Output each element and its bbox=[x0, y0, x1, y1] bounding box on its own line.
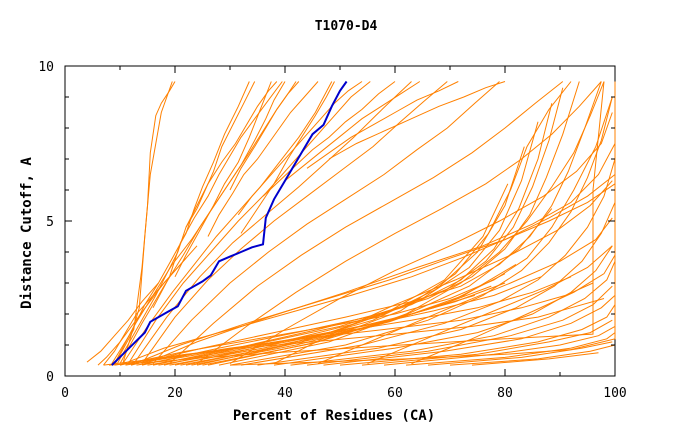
series-line-43 bbox=[229, 81, 616, 366]
series-line-30 bbox=[240, 158, 616, 366]
series-line-66 bbox=[284, 81, 421, 182]
series-line-32 bbox=[273, 245, 613, 366]
series-line-34 bbox=[306, 285, 613, 366]
series-line-40 bbox=[427, 341, 613, 366]
series-line-23 bbox=[163, 103, 553, 366]
series-line-64 bbox=[237, 81, 363, 216]
x-tick-label: 0 bbox=[61, 386, 69, 401]
highlight-series-line bbox=[111, 80, 348, 366]
series-line-2 bbox=[114, 81, 176, 366]
y-tick-label: 10 bbox=[38, 60, 54, 75]
series-line-4 bbox=[111, 81, 250, 364]
other-series-group bbox=[86, 81, 616, 366]
series-line-63 bbox=[207, 81, 319, 237]
series-line-58 bbox=[103, 257, 187, 366]
series-line-37 bbox=[361, 319, 613, 366]
series-line-39 bbox=[405, 332, 616, 366]
series-line-35 bbox=[323, 295, 616, 366]
series-line-59 bbox=[97, 245, 198, 366]
series-line-20 bbox=[130, 81, 602, 366]
series-line-11 bbox=[152, 81, 500, 364]
series-line-13 bbox=[196, 81, 602, 364]
series-line-45 bbox=[103, 298, 605, 366]
series-line-56 bbox=[130, 174, 616, 366]
x-tick-label: 40 bbox=[277, 386, 293, 401]
series-line-57 bbox=[141, 143, 616, 366]
y-tick-label: 5 bbox=[46, 215, 54, 230]
series-line-19 bbox=[119, 96, 613, 366]
series-line-3 bbox=[116, 81, 256, 364]
series-line-62 bbox=[174, 81, 272, 278]
series-line-17 bbox=[367, 245, 613, 365]
series-line-68 bbox=[328, 81, 506, 160]
series-line-18 bbox=[411, 254, 616, 365]
x-tick-label: 80 bbox=[497, 386, 513, 401]
series-line-29 bbox=[229, 96, 613, 366]
x-tick-label: 20 bbox=[167, 386, 183, 401]
chart-title: T1070-D4 bbox=[315, 19, 378, 34]
series-line-7 bbox=[122, 81, 333, 364]
y-tick-label: 0 bbox=[46, 370, 54, 385]
series-line-42 bbox=[471, 352, 599, 366]
series-line-41 bbox=[449, 344, 616, 366]
x-axis: 0 20 40 60 80 100 bbox=[61, 66, 627, 401]
series-line-53 bbox=[191, 263, 517, 366]
series-line-12 bbox=[169, 81, 564, 364]
series-line-55 bbox=[119, 183, 616, 366]
series-line-27 bbox=[207, 81, 572, 366]
series-line-69 bbox=[240, 81, 335, 234]
series-line-60 bbox=[86, 282, 159, 363]
series-line-70 bbox=[185, 81, 278, 228]
series-line-33 bbox=[290, 261, 616, 366]
x-tick-label: 60 bbox=[387, 386, 403, 401]
series-line-71 bbox=[229, 81, 297, 191]
y-axis: 0 5 10 bbox=[38, 60, 615, 385]
series-line-54 bbox=[202, 208, 553, 366]
x-tick-label: 100 bbox=[603, 386, 626, 401]
series-line-67 bbox=[306, 81, 459, 169]
series-line-8 bbox=[127, 81, 371, 364]
highlight-series-group bbox=[111, 80, 348, 366]
series-line-31 bbox=[257, 202, 616, 366]
series-line-10 bbox=[141, 81, 448, 364]
series-line-14 bbox=[229, 112, 613, 365]
series-line-38 bbox=[383, 325, 616, 366]
y-axis-label: Distance Cutoff, A bbox=[19, 157, 35, 309]
series-line-1 bbox=[122, 81, 173, 364]
x-axis-label: Percent of Residues (CA) bbox=[233, 408, 435, 424]
series-line-21 bbox=[141, 81, 580, 366]
series-line-65 bbox=[262, 81, 396, 197]
series-line-16 bbox=[317, 217, 613, 365]
